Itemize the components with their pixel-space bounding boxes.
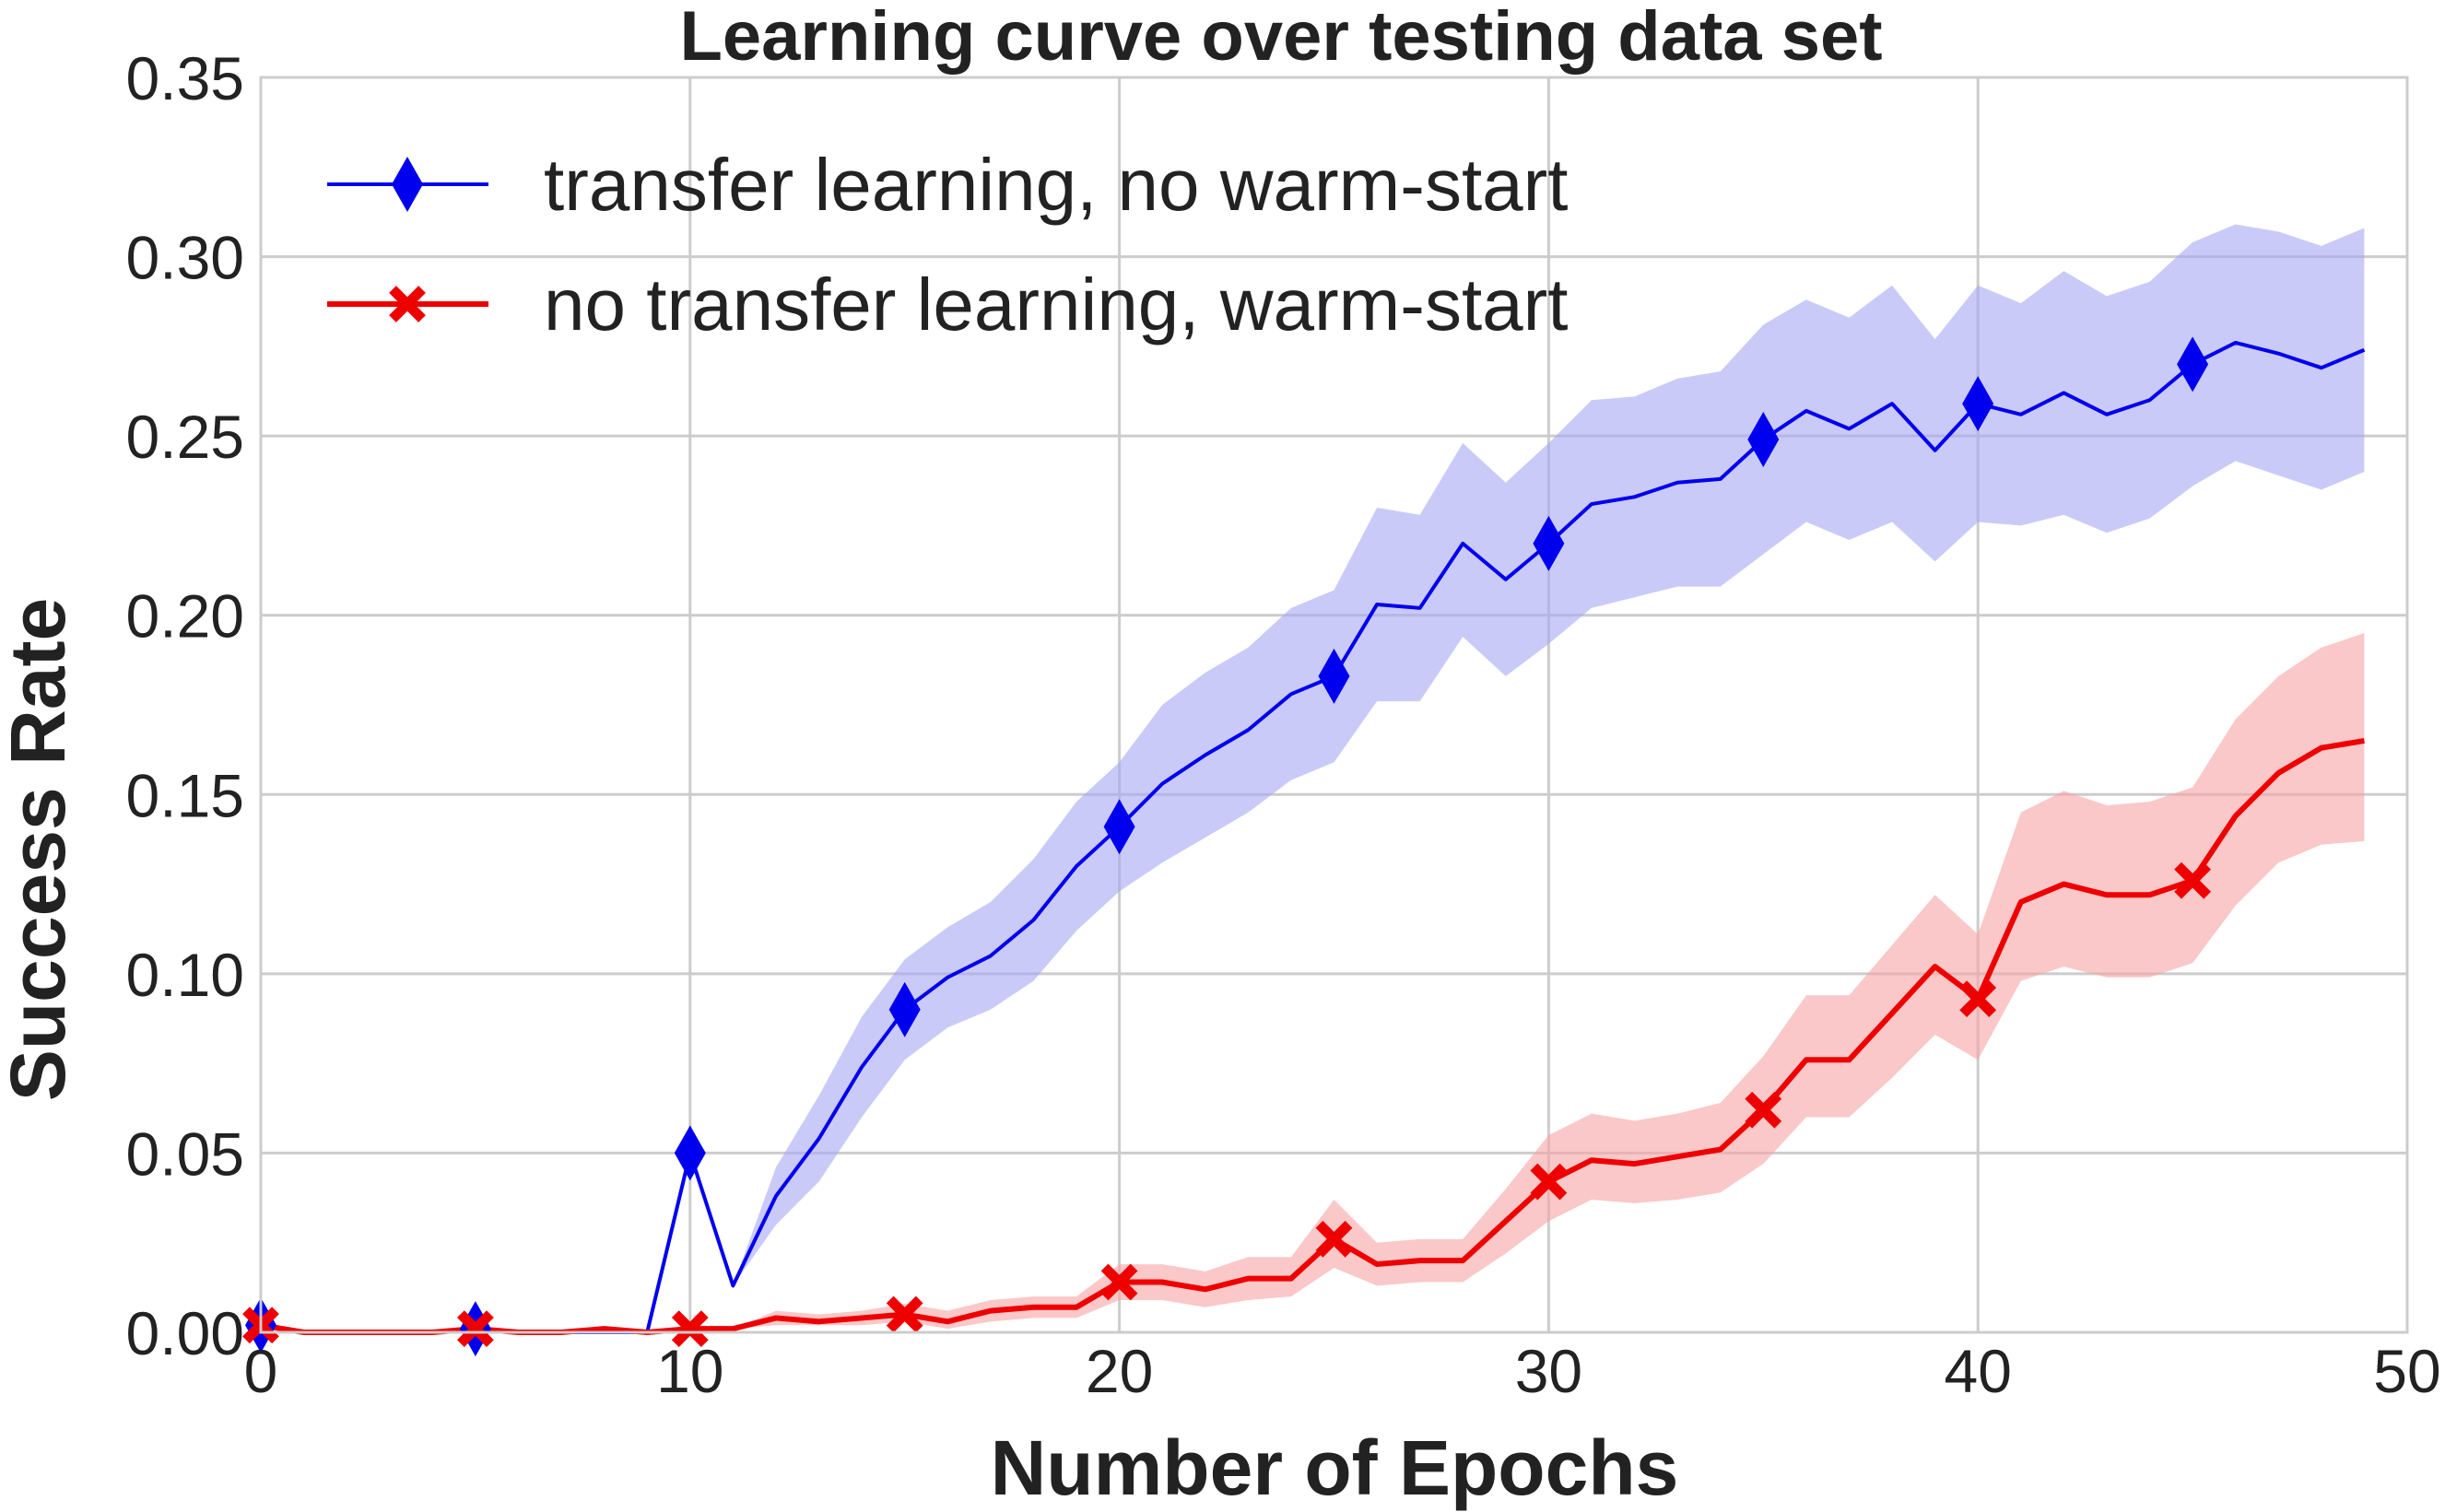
confidence-bands xyxy=(261,224,2365,1332)
plot-frame xyxy=(259,76,2409,1334)
x-tick-label: 30 xyxy=(1515,1337,1582,1405)
x-tick-label: 10 xyxy=(656,1337,723,1405)
x-marker-stroke xyxy=(1530,1163,1568,1201)
y-axis-label: Success Rate xyxy=(0,598,81,1101)
diamond-marker xyxy=(888,981,921,1037)
diamond-marker xyxy=(1318,648,1350,704)
x-marker-stroke xyxy=(1959,980,1997,1017)
legend-entry: transfer learning, no warm-start xyxy=(327,144,1569,226)
x-marker-stroke xyxy=(886,1295,923,1333)
x-marker-stroke xyxy=(671,1310,709,1347)
legend-entry: no transfer learning, warm-start xyxy=(327,264,1569,346)
x-marker-stroke xyxy=(1315,1220,1353,1258)
series-line xyxy=(260,737,2365,1335)
x-marker-stroke xyxy=(2174,861,2211,899)
x-tick-label: 20 xyxy=(1086,1337,1153,1405)
diamond-marker xyxy=(1533,515,1565,571)
legend-label: no transfer learning, warm-start xyxy=(544,264,1569,346)
x-marker xyxy=(886,1295,923,1333)
x-marker-stroke xyxy=(1100,1263,1138,1301)
x-marker-stroke xyxy=(457,1310,494,1347)
x-tick-label: 40 xyxy=(1944,1337,2011,1405)
diamond-marker xyxy=(392,157,423,212)
y-tick-label: 0.25 xyxy=(126,403,244,471)
diamond-marker xyxy=(674,1125,706,1181)
x-marker xyxy=(671,1310,709,1347)
x-marker xyxy=(389,286,426,322)
diamond-marker xyxy=(1962,376,1994,432)
diamond-marker xyxy=(2177,336,2209,393)
legend-label: transfer learning, no warm-start xyxy=(544,144,1569,226)
x-marker xyxy=(1315,1220,1353,1258)
confidence-band xyxy=(261,224,2365,1332)
y-tick-label: 0.30 xyxy=(126,224,244,292)
y-tick-label: 0.05 xyxy=(126,1119,244,1188)
tick-labels: 0 10 20 30 40 50 0.00 0.05 0.10 0.15 0.20 0.25 0.30 0… xyxy=(126,44,2441,1405)
y-tick-label: 0.10 xyxy=(126,941,244,1009)
x-marker xyxy=(457,1310,494,1347)
diamond-marker xyxy=(1103,799,1135,855)
y-tick-label: 0.15 xyxy=(126,761,244,829)
y-tick-label: 0.35 xyxy=(126,44,244,112)
x-marker-stroke xyxy=(1745,1091,1782,1129)
x-marker xyxy=(1100,1263,1138,1301)
series-markers xyxy=(242,336,2211,1357)
x-marker xyxy=(1530,1163,1568,1201)
x-tick-label: 0 xyxy=(244,1337,278,1405)
x-marker-stroke xyxy=(389,286,426,322)
confidence-band xyxy=(261,633,2365,1332)
x-marker xyxy=(2174,861,2211,899)
x-marker xyxy=(1959,980,1997,1017)
x-tick-label: 50 xyxy=(2373,1337,2440,1405)
diamond-marker xyxy=(1747,412,1780,468)
chart-title: Learning curve over testing data set xyxy=(679,0,1882,76)
x-axis-label: Number of Epochs xyxy=(991,1424,1679,1511)
y-tick-label: 0.20 xyxy=(126,582,244,651)
x-marker xyxy=(1745,1091,1782,1129)
legend: transfer learning, no warm-start no trans… xyxy=(327,144,1569,346)
y-tick-label: 0.00 xyxy=(126,1299,244,1367)
